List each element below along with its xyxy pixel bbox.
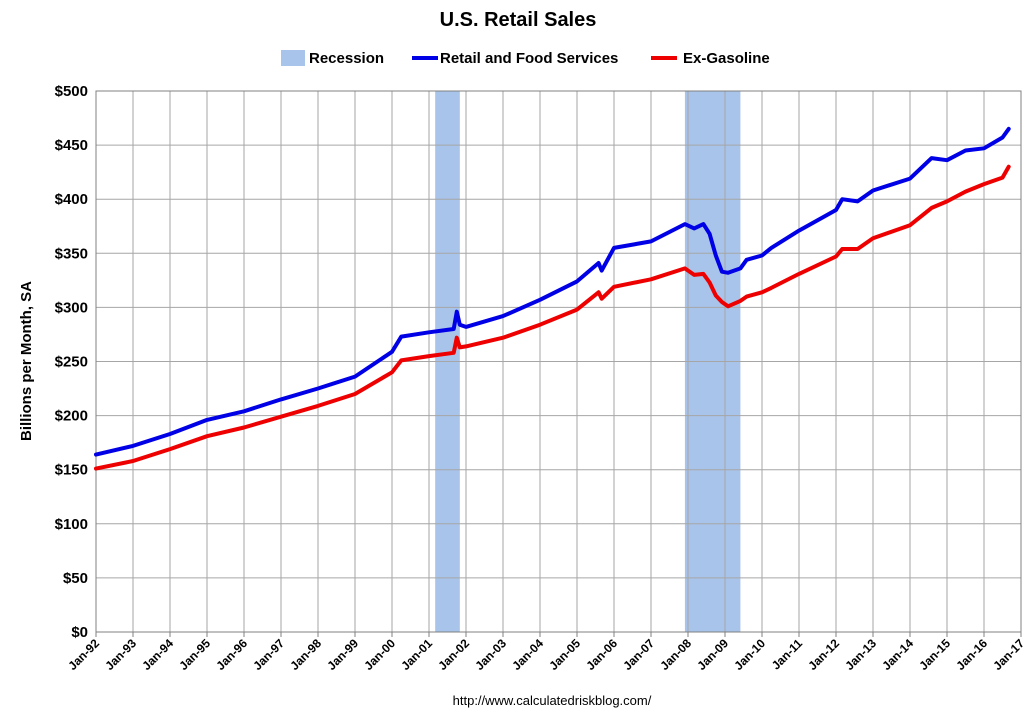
x-tick-label: Jan-97	[250, 636, 287, 673]
y-tick-label: $200	[55, 408, 88, 425]
x-tick-label: Jan-15	[916, 636, 953, 673]
y-tick-label: $250	[55, 354, 88, 371]
y-tick-label: $400	[55, 191, 88, 208]
plot-border	[95, 90, 1022, 633]
x-tick-label: Jan-17	[990, 636, 1027, 673]
x-tick-label: Jan-11	[769, 636, 806, 673]
x-tick-label: Jan-07	[620, 636, 657, 673]
x-tick-label: Jan-96	[213, 636, 250, 673]
y-tick-label: $150	[55, 462, 88, 479]
y-tick-label: $0	[71, 624, 88, 641]
y-tick-label: $100	[55, 516, 88, 533]
x-tick-label: Jan-94	[139, 636, 176, 673]
legend-swatch-recession	[281, 50, 305, 66]
series-line-ex-gasoline	[94, 164, 1011, 471]
y-axis: $0 $50 $100 $150 $200 $250 $300 $350 $400 $450 $50…	[55, 83, 88, 641]
x-tick-label: Jan-05	[546, 636, 583, 673]
x-tick-label: Jan-06	[583, 636, 620, 673]
y-tick-label: $350	[55, 245, 88, 262]
y-tick-label: $50	[63, 570, 88, 587]
series-line-retail-food-services	[94, 126, 1011, 457]
y-tick-label: $500	[55, 83, 88, 100]
x-tick-label: Jan-08	[657, 636, 694, 673]
y-tick-label: $300	[55, 299, 88, 316]
y-tick-label: $450	[55, 137, 88, 154]
x-tick-label: Jan-03	[472, 636, 509, 673]
legend-label: Ex-Gasoline	[683, 50, 770, 67]
chart-title: U.S. Retail Sales	[440, 9, 597, 31]
x-tick-label: Jan-01	[398, 636, 435, 673]
x-tick-label: Jan-10	[731, 636, 768, 673]
x-tick-label: Jan-98	[287, 636, 324, 673]
x-tick-label: Jan-13	[842, 636, 879, 673]
y-axis-label: Billions per Month, SA	[18, 281, 35, 441]
x-axis: Jan-92 Jan-93 Jan-94 Jan-95 Jan-96 Jan-97 Jan-…	[65, 632, 1027, 673]
legend-label: Recession	[309, 50, 384, 67]
x-tick-label: Jan-02	[435, 636, 472, 673]
source-url: http://www.calculatedriskblog.com/	[453, 693, 652, 708]
x-tick-label: Jan-16	[953, 636, 990, 673]
x-tick-label: Jan-95	[176, 636, 213, 673]
x-tick-label: Jan-12	[805, 636, 842, 673]
x-tick-label: Jan-99	[324, 636, 361, 673]
x-tick-label: Jan-04	[509, 636, 546, 673]
x-tick-label: Jan-14	[879, 636, 916, 673]
legend: Recession Retail and Food Services Ex-Gaso…	[281, 50, 770, 67]
series-lines	[94, 126, 1011, 471]
x-tick-label: Jan-09	[694, 636, 731, 673]
x-tick-label: Jan-92	[65, 636, 102, 673]
x-tick-label: Jan-93	[102, 636, 139, 673]
x-tick-label: Jan-00	[361, 636, 398, 673]
legend-label: Retail and Food Services	[440, 50, 618, 67]
